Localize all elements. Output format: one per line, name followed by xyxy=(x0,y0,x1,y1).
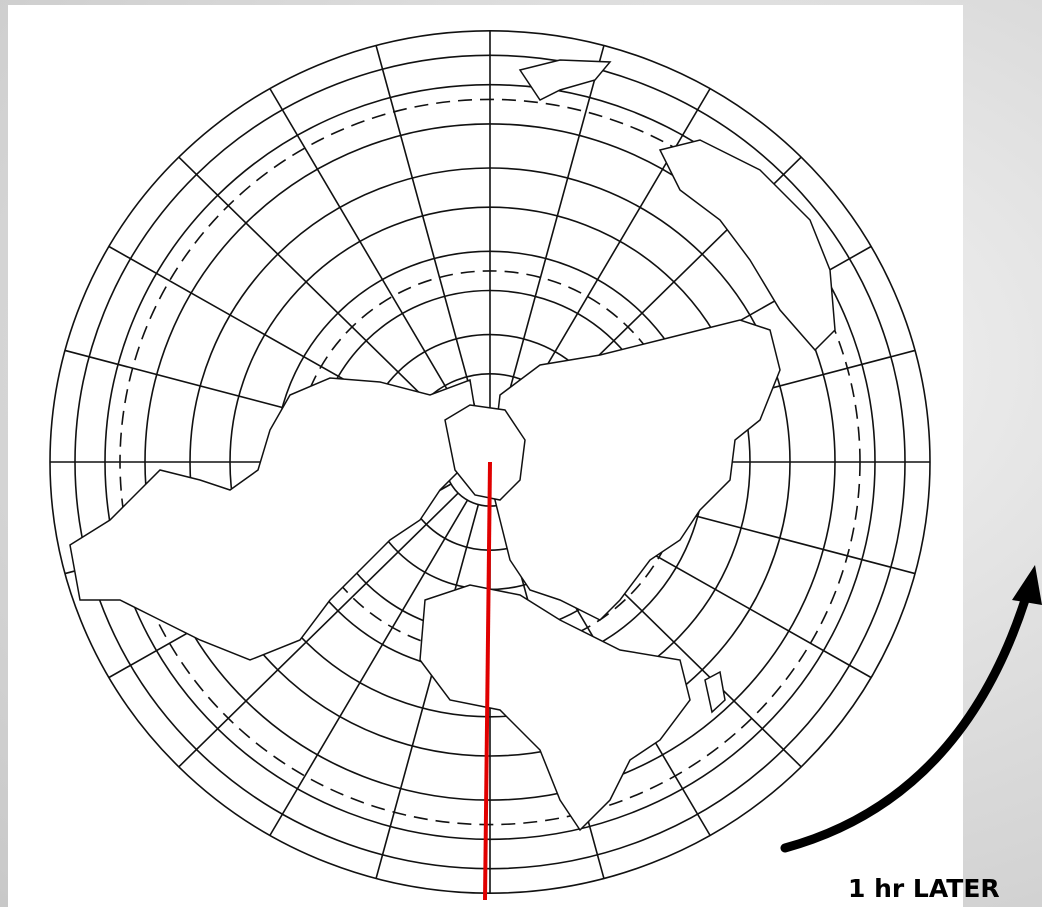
north-america xyxy=(69,377,481,661)
meridian-line xyxy=(375,504,480,879)
meridian-line xyxy=(178,492,459,768)
caption: 1 hr LATER xyxy=(848,874,1000,903)
arctic-island xyxy=(518,59,612,101)
meridian-line xyxy=(269,499,469,836)
meridian-line xyxy=(178,156,459,432)
greenland xyxy=(444,404,526,501)
madagascar xyxy=(704,670,726,714)
continents xyxy=(69,59,836,832)
rotation-arrowhead xyxy=(1012,565,1042,605)
meridian-marker xyxy=(483,461,492,901)
meridian-line xyxy=(375,45,480,420)
rotation-arrow xyxy=(780,595,1030,853)
meridian-line xyxy=(500,45,605,420)
east-asia-coast xyxy=(658,139,836,352)
eurasia xyxy=(489,319,781,621)
meridian-line xyxy=(269,88,469,425)
